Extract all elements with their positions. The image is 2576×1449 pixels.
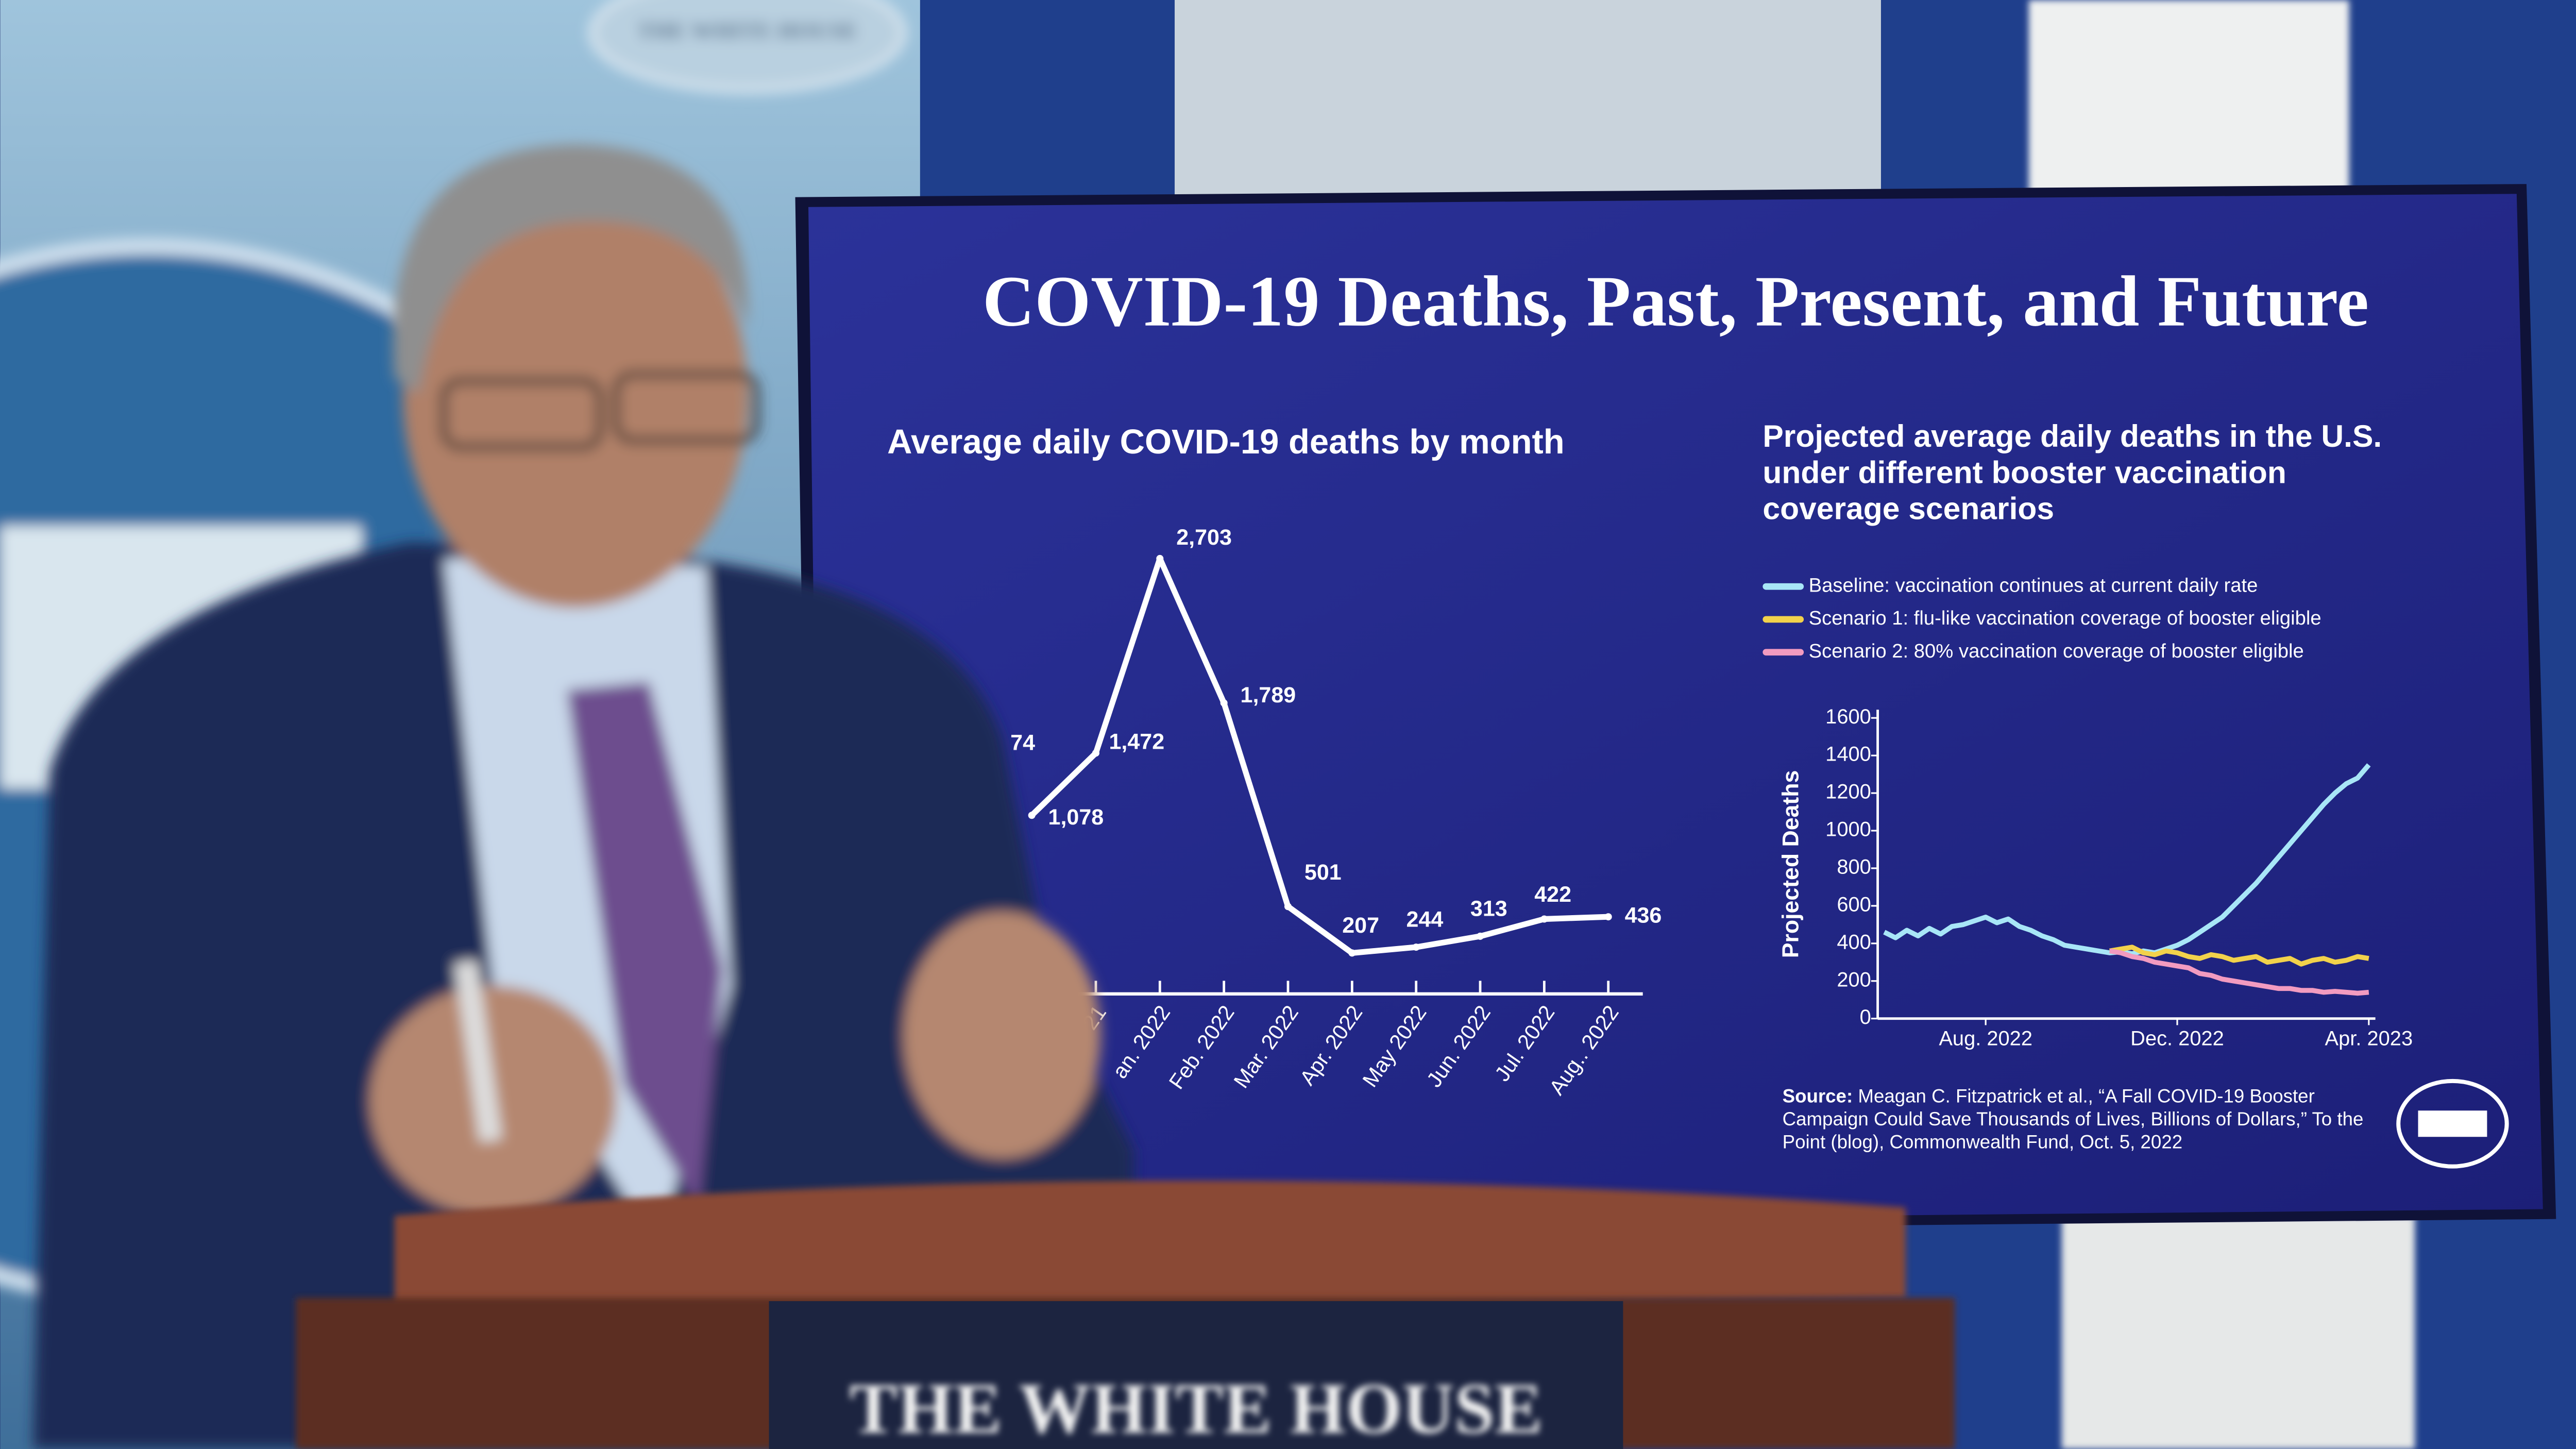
value-label: 1,472 xyxy=(1109,730,1164,754)
value-label: 422 xyxy=(1534,882,1571,907)
right-hand xyxy=(903,912,1101,1158)
value-label: 1,078 xyxy=(1048,805,1104,830)
data-point xyxy=(1412,943,1420,951)
series-line xyxy=(2109,945,2369,967)
data-point xyxy=(1348,949,1356,957)
annotation: 74 xyxy=(1010,731,1035,755)
y-axis-label: Projected Deaths xyxy=(1778,770,1804,958)
y-tick-label: 1000 xyxy=(1825,818,1871,841)
data-point xyxy=(1092,749,1099,757)
glasses-right xyxy=(613,371,759,444)
seal-house xyxy=(2418,1110,2487,1137)
seal-ring xyxy=(2396,1079,2509,1169)
source-box: Source: Meagan C. Fitzpatrick et al., “A… xyxy=(1783,1088,2374,1156)
top-seal xyxy=(589,0,906,93)
podium-panel xyxy=(769,1301,1623,1449)
y-tick-label: 600 xyxy=(1837,893,1871,916)
data-point xyxy=(1540,915,1548,923)
value-label: 1,789 xyxy=(1241,683,1296,707)
y-tick-label: 200 xyxy=(1837,968,1871,991)
data-line xyxy=(1029,555,1608,956)
value-label: 436 xyxy=(1625,903,1662,928)
value-label: 244 xyxy=(1406,907,1444,932)
source: Meagan C. Fitzpatrick et al., “A Fall CO… xyxy=(1782,1087,2364,1153)
screen xyxy=(808,194,2543,1226)
y-tick-label: 1200 xyxy=(1825,781,1871,803)
podium-sign: THE WHITE HOUSE xyxy=(849,1369,1543,1448)
legend-label: Scenario 1: flu-like vaccination coverag… xyxy=(1809,607,2321,629)
speaker xyxy=(33,144,1134,1449)
y-tick-label: 400 xyxy=(1837,931,1871,953)
data-point xyxy=(1604,913,1612,921)
x-tick-label: Dec. 2022 xyxy=(2130,1027,2224,1050)
data-point xyxy=(1156,554,1164,562)
x-tick-label: Aug. 2022 xyxy=(1939,1027,2032,1050)
value-label: 313 xyxy=(1470,896,1507,921)
data-point xyxy=(1220,699,1228,707)
value-label: 501 xyxy=(1304,860,1342,885)
value-label: 207 xyxy=(1342,913,1379,938)
chart-title-box: Projected average daily deaths in the U.… xyxy=(1762,420,2382,527)
wall-sign: THE WHITE HOUSE xyxy=(637,18,858,43)
data-point xyxy=(1477,932,1484,940)
pillar-bottom xyxy=(2061,1216,2415,1449)
podium-top xyxy=(394,1181,1906,1315)
chart-title: Projected average daily deaths in the U.… xyxy=(1762,420,2382,527)
y-tick-label: 1600 xyxy=(1825,705,1871,728)
pen xyxy=(454,960,502,1142)
slide-title: COVID-19 Deaths, Past, Present, and Futu… xyxy=(982,262,2369,342)
legend-label: Scenario 2: 80% vaccination coverage of … xyxy=(1809,640,2304,662)
data-point xyxy=(1028,812,1036,819)
source-label: Source: xyxy=(1782,1087,1853,1107)
pillar-top xyxy=(2028,0,2349,197)
seal-logo xyxy=(2396,1079,2509,1169)
legend-label: Baseline: vaccination continues at curre… xyxy=(1809,574,2258,596)
data-point xyxy=(1284,903,1292,911)
tie xyxy=(567,682,723,1208)
window-panel xyxy=(1175,0,1881,197)
series-line xyxy=(2109,948,2369,996)
y-tick-label: 800 xyxy=(1837,855,1871,878)
glasses-left xyxy=(440,378,603,450)
head xyxy=(402,180,748,608)
value-label: 2,703 xyxy=(1176,525,1232,550)
hair xyxy=(393,144,748,395)
chart-title: Average daily COVID-19 deaths by month xyxy=(887,424,1565,462)
source-text: Source: Meagan C. Fitzpatrick et al., “A… xyxy=(1783,1088,2374,1156)
y-tick-label: 1400 xyxy=(1825,743,1871,766)
y-tick-label: 0 xyxy=(1860,1006,1871,1029)
x-tick-label: Apr. 2023 xyxy=(2325,1027,2413,1050)
chart-title-box: Average daily COVID-19 deaths by month xyxy=(887,424,1565,462)
